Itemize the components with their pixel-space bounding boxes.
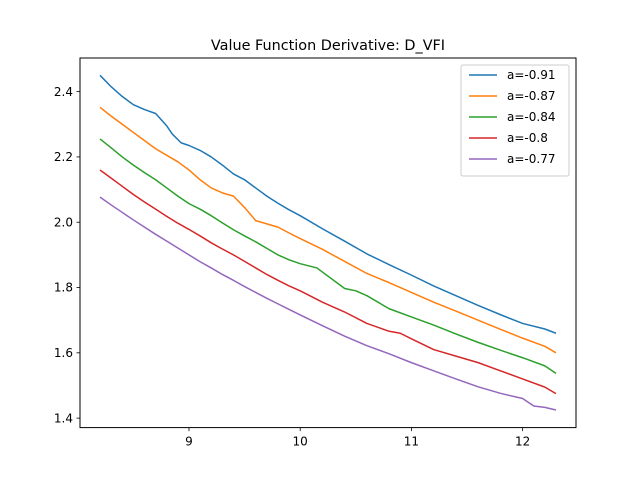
y-axis: 1.4 1.6 1.8 2.0 2.2 2.4 <box>54 85 80 425</box>
y-tick-label-3: 2.0 <box>54 215 73 229</box>
legend-box <box>460 64 570 177</box>
x-tick-label-2: 11 <box>404 435 419 449</box>
series-line-3 <box>99 169 557 395</box>
x-axis: 9 10 11 12 <box>185 427 530 449</box>
y-tick-label-0: 1.4 <box>54 411 73 425</box>
plot-lines <box>99 74 557 411</box>
series-line-1 <box>99 106 557 354</box>
legend: a=-0.91 a=-0.87 a=-0.84 a=-0.8 a=-0.77 <box>460 64 570 177</box>
y-tick-label-4: 2.2 <box>54 150 73 164</box>
y-tick-label-5: 2.4 <box>54 85 73 99</box>
x-tick-label-1: 10 <box>293 435 308 449</box>
x-tick-label-0: 9 <box>185 435 193 449</box>
series-line-4 <box>99 196 557 411</box>
y-tick-label-2: 1.8 <box>54 281 73 295</box>
plot-frame <box>79 57 577 429</box>
series-line-0 <box>99 74 557 334</box>
legend-label-4: a=-0.77 <box>507 152 555 166</box>
chart-title: Value Function Derivative: D_VFI <box>211 38 445 54</box>
x-tick-label-3: 12 <box>515 435 530 449</box>
legend-label-3: a=-0.8 <box>507 131 548 145</box>
legend-label-1: a=-0.87 <box>507 89 555 103</box>
legend-label-0: a=-0.91 <box>507 68 555 82</box>
legend-label-2: a=-0.84 <box>507 110 555 124</box>
y-tick-label-1: 1.6 <box>54 346 73 360</box>
series-line-2 <box>99 138 557 375</box>
